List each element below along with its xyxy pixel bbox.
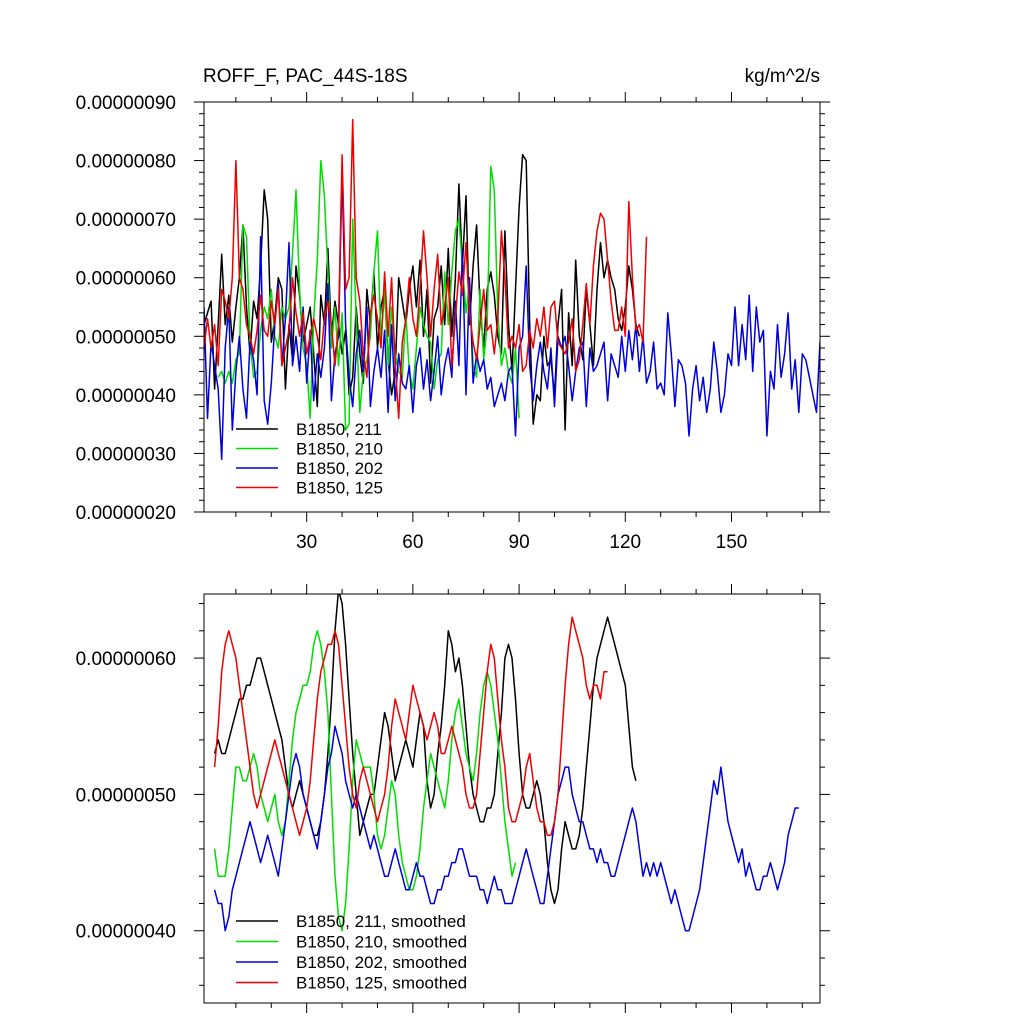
y-tick-label: 0.00000050: [76, 327, 176, 348]
legend-label: B1850, 125: [296, 479, 383, 498]
y-tick-label: 0.00000080: [76, 152, 176, 173]
legend-label: B1850, 125, smoothed: [296, 974, 467, 993]
legend-label: B1850, 202: [296, 459, 383, 478]
plot-frame: [203, 593, 821, 1004]
y-tick-label: 0.00000040: [76, 386, 176, 407]
x-tick-label: 150: [716, 532, 748, 553]
chart-units: kg/m^2/s: [745, 66, 820, 87]
series-line-4: [204, 118, 648, 420]
x-tick-label: 60: [402, 532, 423, 553]
plot-panel-2: 0.00000040 0.00000050 0.00000060 B1850, 211…: [76, 584, 830, 1013]
y-tick-label: 0.00000040: [76, 922, 176, 943]
series-line-3: [213, 725, 799, 932]
y-tick-label: 0.00000050: [76, 785, 176, 806]
x-tick-label: 30: [296, 532, 317, 553]
plot-frame: [203, 101, 821, 513]
series-group: [204, 118, 820, 461]
legend-label: B1850, 211, smoothed: [296, 912, 466, 931]
legend-label: B1850, 211: [296, 420, 382, 439]
series-group: [213, 594, 799, 932]
chart-title: ROFF_F, PAC_44S-18S: [203, 66, 408, 87]
legend-label: B1850, 210: [296, 440, 383, 459]
series-line-4: [213, 616, 608, 837]
y-tick-label: 0.00000030: [76, 444, 176, 465]
series-line-2: [213, 630, 517, 932]
legend-label: B1850, 202, smoothed: [296, 953, 467, 972]
series-line-3: [204, 171, 820, 461]
legend-label: B1850, 210, smoothed: [296, 933, 467, 952]
x-tick-label: 90: [509, 532, 530, 553]
legend: B1850, 211, smoothed B1850, 210, smoothed…: [236, 912, 467, 993]
x-tick-label: 120: [609, 532, 641, 553]
series-line-1: [213, 594, 637, 905]
y-tick-label: 0.00000020: [76, 503, 176, 524]
y-tick-label: 0.00000060: [76, 649, 176, 670]
y-tick-label: 0.00000060: [76, 269, 176, 290]
y-tick-label: 0.00000090: [76, 93, 176, 114]
plot-panel-1: 30 60 90 120 150 0.00000020 0.00000030 0.000000…: [76, 92, 830, 553]
y-tick-label: 0.00000070: [76, 210, 176, 231]
